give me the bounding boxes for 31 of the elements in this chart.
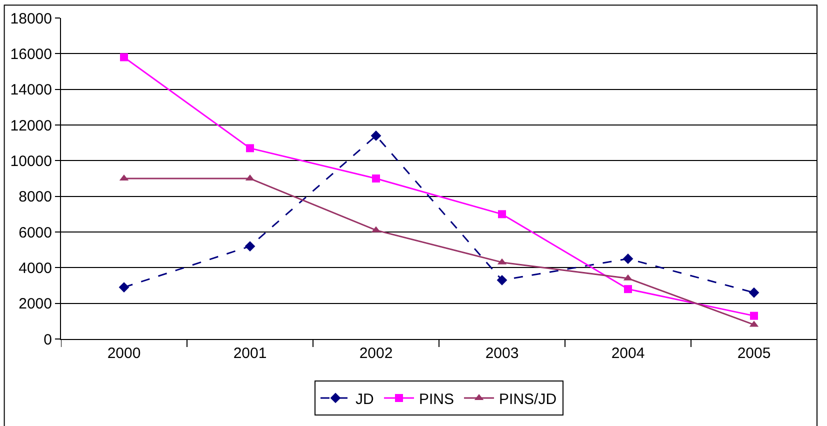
x-tick-label: 2002	[359, 345, 393, 362]
point	[118, 282, 130, 292]
legend-label: PINS/JD	[499, 390, 557, 408]
legend-label: JD	[356, 390, 374, 408]
point	[246, 144, 254, 152]
point	[372, 174, 380, 182]
y-tick-label: 6000	[18, 224, 52, 242]
y-tick-label: 14000	[10, 82, 52, 99]
point	[120, 53, 128, 62]
point	[498, 210, 506, 218]
x-tick-label: 2004	[611, 345, 645, 362]
x-tick-label: 2003	[485, 345, 519, 362]
point	[370, 130, 382, 141]
y-tick-label: 2000	[18, 296, 52, 313]
y-tick-label: 4000	[18, 260, 52, 277]
y-tick-label: 18000	[10, 10, 52, 28]
x-tick-label: 2005	[737, 345, 771, 362]
y-tick-label: 8000	[18, 188, 52, 206]
point	[750, 312, 758, 320]
y-tick-label: 10000	[10, 152, 52, 170]
x-tick-label: 2000	[107, 345, 141, 362]
y-tick-label: 16000	[10, 46, 52, 63]
y-tick-label: 0	[44, 331, 52, 348]
point	[496, 274, 508, 286]
point	[748, 287, 760, 298]
point	[244, 241, 256, 252]
x-tick-label: 2001	[233, 345, 267, 362]
legend-label: PINS	[419, 390, 454, 408]
y-tick-label: 12000	[10, 117, 52, 134]
point	[622, 254, 634, 264]
point	[624, 285, 632, 294]
